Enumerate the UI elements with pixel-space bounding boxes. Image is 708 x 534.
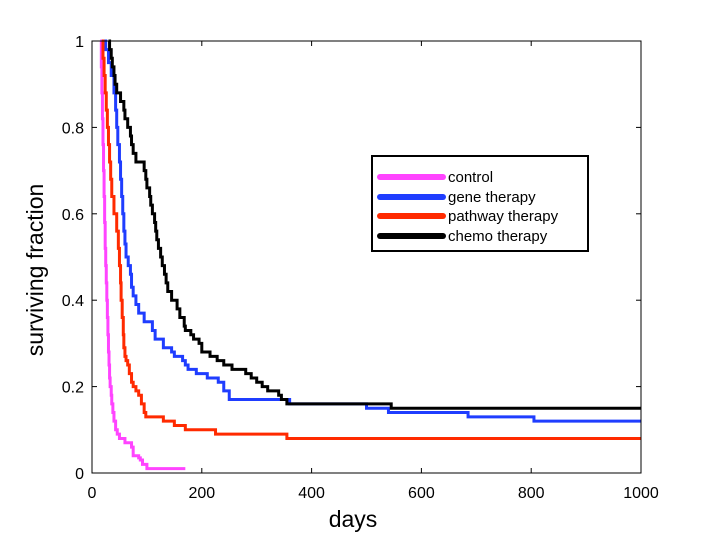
- series-line-control: [99, 39, 186, 471]
- y-tick-label: 0.8: [62, 120, 84, 137]
- series-gene-therapy: [101, 39, 641, 423]
- x-tick-label: 0: [88, 485, 97, 502]
- x-axis-title: days: [329, 506, 378, 532]
- y-tick-label: 0.2: [62, 380, 84, 397]
- series-line-gene-therapy: [101, 39, 641, 423]
- legend: control gene therapy pathway therapy che…: [371, 155, 589, 252]
- series-line-chemo-therapy: [108, 39, 641, 410]
- series-control: [99, 39, 186, 471]
- plot-area-frame: [91, 40, 642, 474]
- x-tick-label: 400: [298, 485, 325, 502]
- legend-label-pathway-therapy: pathway therapy: [448, 208, 559, 225]
- series-pathway-therapy: [101, 39, 641, 440]
- y-axis-title: surviving fraction: [22, 184, 48, 357]
- ticks-layer: 0 200 400 600 800 1000 0 0.2 0.4 0.6 0.8 1: [62, 34, 659, 502]
- series-layer: [99, 39, 641, 471]
- y-tick-label: 0: [75, 466, 84, 483]
- y-tick-label: 0.4: [62, 293, 84, 310]
- x-tick-label: 600: [408, 485, 435, 502]
- y-tick-label: 0.6: [62, 207, 84, 224]
- legend-label-gene-therapy: gene therapy: [448, 189, 536, 206]
- x-tick-label: 800: [518, 485, 545, 502]
- legend-label-control: control: [448, 169, 493, 186]
- x-tick-label: 1000: [623, 485, 659, 502]
- y-tick-label: 1: [75, 34, 84, 51]
- legend-label-chemo-therapy: chemo therapy: [448, 228, 548, 245]
- series-chemo-therapy: [108, 39, 641, 410]
- x-tick-label: 200: [188, 485, 215, 502]
- series-line-pathway-therapy: [101, 39, 641, 440]
